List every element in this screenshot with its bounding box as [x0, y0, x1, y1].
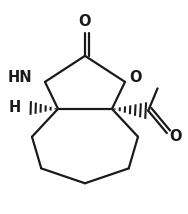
Text: H: H	[9, 100, 21, 115]
Text: O: O	[170, 129, 182, 144]
Text: O: O	[79, 14, 91, 29]
Text: O: O	[130, 70, 142, 85]
Text: HN: HN	[7, 70, 32, 85]
